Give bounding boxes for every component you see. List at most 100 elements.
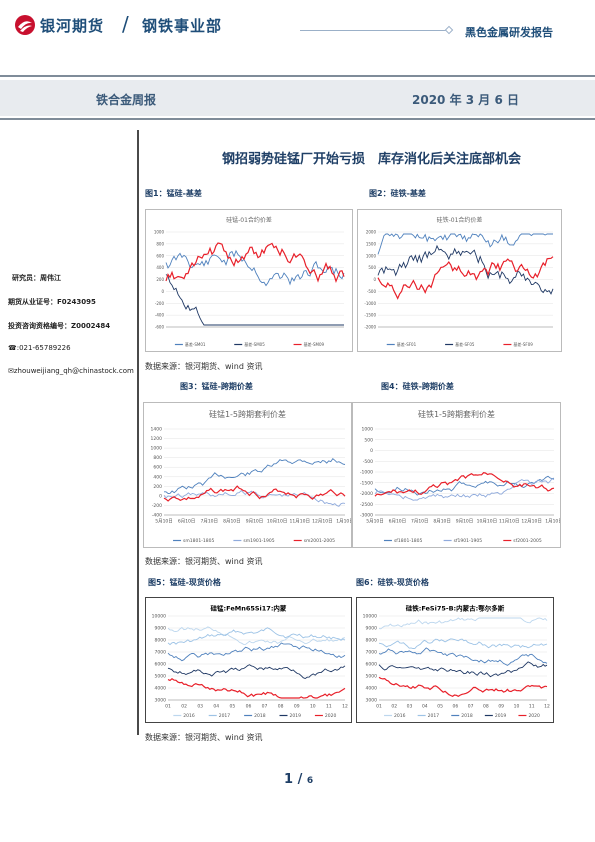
y-tick-label: 600 bbox=[153, 465, 162, 471]
series-line bbox=[167, 664, 346, 680]
series-line bbox=[163, 485, 346, 502]
legend-label: sf1901-1905 bbox=[454, 538, 483, 544]
page-current: 1 bbox=[284, 772, 294, 787]
sidebar-divider bbox=[137, 130, 139, 735]
email[interactable]: zhouweijiang_qh@chinastock.com bbox=[13, 367, 134, 375]
y-tick-label: 8000 bbox=[155, 638, 167, 644]
figure-1-label: 图1：锰硅-基差 bbox=[145, 189, 202, 198]
y-tick-label: 1200 bbox=[151, 436, 163, 442]
chart-title: 硅锰1-5跨期套利价差 bbox=[209, 409, 286, 419]
y-tick-label: -1000 bbox=[364, 301, 376, 306]
legend-label: 2016 bbox=[394, 713, 406, 719]
researcher: 研究员：周伟江 bbox=[12, 274, 61, 282]
chart-svg: 硅铁-01合约价差 2000 1500 1000 500 0 -500 -1000 -1500 -… bbox=[364, 216, 554, 347]
legend-label: 基差-SF05 bbox=[455, 341, 475, 347]
x-tick-label: 01 bbox=[376, 704, 382, 710]
series-line bbox=[378, 661, 548, 678]
legend-label: sm2001-2005 bbox=[304, 538, 335, 544]
y-tick-label: 9000 bbox=[366, 626, 378, 632]
page-title: 钢招弱势硅锰厂开始亏损 库存消化后关注底部机会 bbox=[222, 152, 522, 167]
y-tick-label: 3000 bbox=[155, 698, 167, 704]
x-tick-label: 09 bbox=[498, 704, 504, 710]
series-line bbox=[374, 478, 555, 501]
band-top-rule bbox=[0, 75, 595, 77]
x-tick-label: 03 bbox=[197, 704, 203, 710]
y-tick-label: -2500 bbox=[360, 502, 373, 508]
y-tick-label: 1000 bbox=[154, 230, 165, 235]
x-tick-label: 7月10日 bbox=[411, 519, 429, 525]
y-tick-label: 500 bbox=[364, 437, 373, 443]
legend-label: 2016 bbox=[183, 713, 195, 719]
x-tick-label: 01 bbox=[165, 704, 171, 710]
diamond-icon bbox=[444, 25, 454, 35]
x-tick-label: 1月10日 bbox=[336, 519, 351, 525]
y-tick-label: 0 bbox=[370, 448, 373, 454]
y-tick-label: -500 bbox=[363, 459, 373, 465]
x-tick-label: 04 bbox=[422, 704, 428, 710]
legend-label: 2020 bbox=[325, 713, 337, 719]
department-name: 钢铁事业部 bbox=[142, 17, 223, 35]
series-line bbox=[378, 647, 548, 666]
y-tick-label: 0 bbox=[373, 277, 376, 282]
y-tick-label: 200 bbox=[156, 277, 164, 282]
y-tick-label: 0 bbox=[161, 289, 164, 294]
email-row: ✉zhouweijiang_qh@chinastock.com bbox=[8, 367, 134, 375]
x-tick-label: 12 bbox=[342, 704, 348, 710]
chart-sf-spread: 硅铁1-5跨期套利价差 1000 500 0 -500 -1000 -1500 -2000 -2… bbox=[352, 402, 561, 548]
y-tick-label: 800 bbox=[153, 455, 162, 461]
report-type: 黑色金属研发报告 bbox=[465, 26, 553, 39]
chart-title: 硅铁-01合约价差 bbox=[437, 216, 483, 224]
series-line bbox=[164, 458, 346, 494]
title-band bbox=[0, 80, 595, 116]
chart-sm-basis: 硅锰-01合约价差 1000 800 600 400 200 0 -200 -400 -600 基差… bbox=[145, 209, 353, 352]
page-number: 1 / 6 bbox=[284, 772, 313, 787]
y-tick-label: 4000 bbox=[155, 686, 167, 692]
figure-5-label: 图5：锰硅-现货价格 bbox=[148, 578, 221, 587]
legend-label: 2017 bbox=[428, 713, 440, 719]
y-tick-label: 400 bbox=[153, 474, 162, 480]
series-line bbox=[377, 244, 554, 295]
x-tick-label: 1月10日 bbox=[545, 519, 560, 525]
x-tick-label: 10 bbox=[514, 704, 520, 710]
chart-svg: 硅铁:FeSi75-B:内蒙古:鄂尔多斯 10000 9000 8000 7000 600… bbox=[363, 604, 550, 720]
report-name: 铁合金周报 bbox=[96, 93, 157, 107]
band-bottom-rule bbox=[0, 118, 595, 120]
chart-svg: 硅锰:FeMn65Si17:内蒙 10000 9000 8000 7000 6000 500… bbox=[152, 604, 348, 720]
phone: ☎:021-65789226 bbox=[8, 344, 71, 352]
figure-2-label: 图2：硅铁-基差 bbox=[369, 189, 426, 198]
chart-sm-spread: 硅锰1-5跨期套利价差 1400 1200 1000 800 600 400 200 0 -200… bbox=[143, 402, 352, 548]
figure-6-label: 图6：硅铁-现货价格 bbox=[356, 578, 429, 587]
x-tick-label: 07 bbox=[262, 704, 268, 710]
y-tick-label: 1500 bbox=[366, 241, 377, 246]
legend-label: 基差-SM05 bbox=[244, 341, 265, 347]
x-tick-label: 02 bbox=[181, 704, 187, 710]
page-sep: / bbox=[297, 772, 303, 787]
chart-svg: 硅铁1-5跨期套利价差 1000 500 0 -500 -1000 -1500 -2000 -2… bbox=[360, 409, 560, 544]
x-tick-label: 8月10日 bbox=[433, 519, 451, 525]
consult-cert: 投资咨询资格编号：Z0002484 bbox=[8, 322, 111, 330]
legend-label: 2018 bbox=[254, 713, 266, 719]
x-tick-label: 12月10日 bbox=[521, 519, 541, 525]
y-tick-label: 10000 bbox=[363, 614, 377, 620]
x-tick-label: 08 bbox=[483, 704, 489, 710]
y-tick-label: 2000 bbox=[366, 230, 377, 235]
series-line bbox=[377, 233, 553, 255]
series-line bbox=[165, 242, 345, 283]
legend-label: 2020 bbox=[528, 713, 540, 719]
y-tick-label: 1000 bbox=[151, 446, 163, 452]
y-tick-label: -500 bbox=[367, 289, 377, 294]
x-tick-label: 11 bbox=[326, 704, 332, 710]
chart-title: 硅锰-01合约价差 bbox=[226, 216, 272, 224]
y-tick-label: -1000 bbox=[360, 470, 373, 476]
legend-label: 2018 bbox=[461, 713, 473, 719]
y-tick-label: -400 bbox=[155, 313, 165, 318]
legend-label: sf1801-1805 bbox=[394, 538, 423, 544]
x-tick-label: 11 bbox=[529, 704, 535, 710]
series-line bbox=[167, 642, 346, 662]
legend-label: 基差-SM01 bbox=[185, 341, 206, 347]
y-tick-label: 1000 bbox=[366, 253, 377, 258]
x-tick-label: 11月10日 bbox=[499, 519, 519, 525]
chart-sf-basis: 硅铁-01合约价差 2000 1500 1000 500 0 -500 -1000 -1500 -… bbox=[357, 209, 562, 352]
y-tick-label: 0 bbox=[159, 493, 162, 499]
source-note-3: 数据来源：银河期货、wind 资讯 bbox=[145, 733, 263, 742]
